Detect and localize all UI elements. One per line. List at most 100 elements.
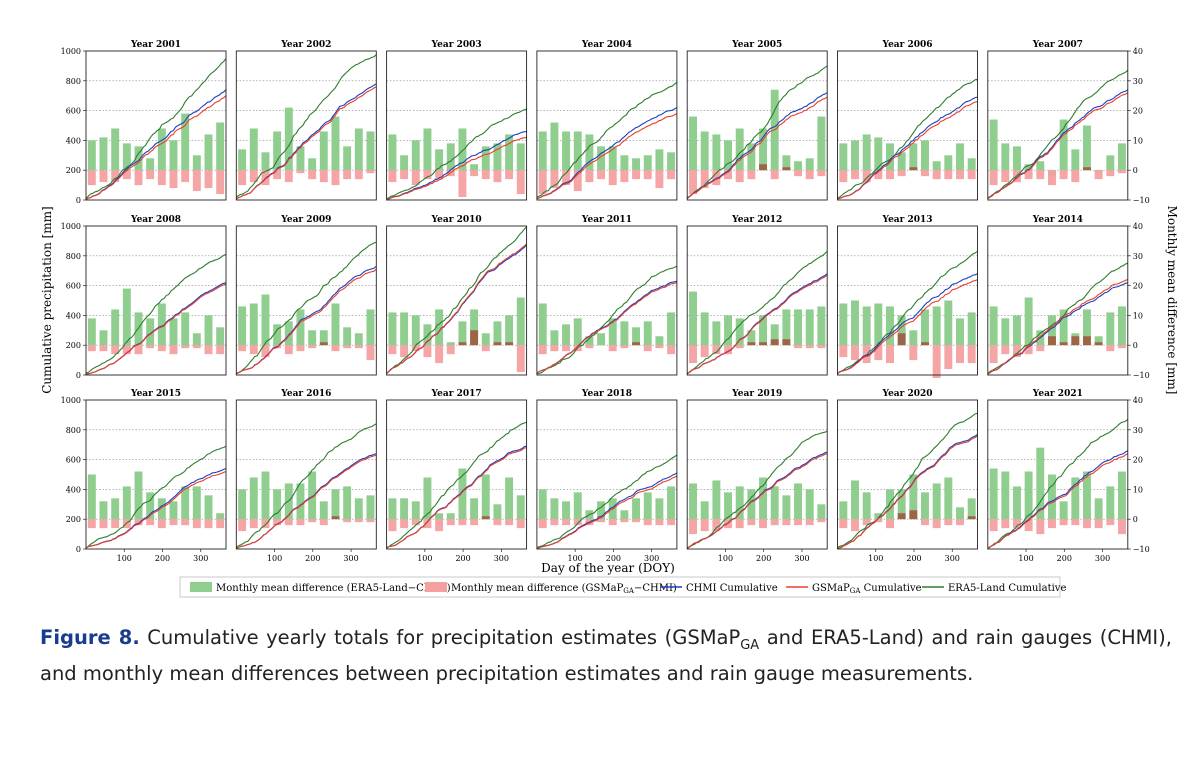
bar-gsmap-diff	[296, 519, 305, 526]
bar-gsmap-diff	[481, 345, 490, 352]
tick-label-right: 0	[1133, 515, 1138, 524]
bar-era5-diff	[296, 309, 305, 346]
bar-era5-diff	[354, 498, 363, 520]
bar-gsmap-diff	[204, 519, 213, 529]
bar-era5-diff	[1048, 315, 1056, 346]
bar-era5-diff	[1059, 119, 1068, 171]
bar-gsmap-diff	[157, 170, 166, 186]
bar-era5-diff	[87, 318, 96, 346]
bar-era5-diff	[204, 315, 213, 346]
bar-era5-diff	[909, 330, 918, 346]
bar-gsmap-diff	[839, 170, 848, 183]
tick-label-right: 0	[1133, 166, 1138, 175]
bar-gsmap-diff	[839, 519, 848, 529]
bar-era5-diff	[1118, 143, 1126, 171]
bar-gsmap-diff	[956, 345, 964, 364]
panel-year-2001: Year 2001 0 200 400 600 800 1000	[61, 40, 227, 205]
bar-gsmap-diff	[249, 170, 258, 183]
bar-era5-diff	[216, 122, 225, 171]
bar-gsmap-diff	[851, 519, 859, 532]
bar-gsmap-diff	[354, 170, 363, 180]
panel-year-2009: Year 2009	[235, 215, 377, 376]
tick-label-bottom: 300	[343, 554, 358, 563]
y-axis-label-right: Monthly mean difference [mm]	[1165, 206, 1179, 395]
bar-era5-diff	[146, 318, 155, 346]
bar-era5-diff	[366, 131, 375, 171]
bar-gsmap-diff	[308, 345, 317, 349]
bar-era5-diff	[400, 155, 409, 171]
bar-gsmap-diff	[794, 519, 802, 526]
panel-title: Year 2015	[130, 389, 181, 399]
tick-label-bottom: 100	[868, 554, 883, 563]
bar-gsmap-diff	[435, 170, 444, 180]
bar-gsmap-diff	[874, 519, 883, 523]
bar-gsmap-diff	[192, 519, 201, 529]
bar-gsmap-diff	[493, 170, 502, 183]
caption-text-2: and ERA5-Land) and rain gauges (CHMI), a…	[40, 626, 1172, 685]
bar-gsmap-diff	[238, 170, 247, 186]
bar-era5-diff	[712, 480, 721, 520]
bar-gsmap-diff	[550, 345, 559, 352]
bar-gsmap-diff	[747, 342, 756, 346]
panel-background	[536, 226, 677, 375]
line-gsmap-cumulative	[85, 283, 227, 375]
bar-era5-diff	[989, 119, 998, 171]
line-era5-cumulative	[235, 54, 377, 198]
bar-gsmap-diff	[458, 519, 467, 526]
caption-text-1: Cumulative yearly totals for precipitati…	[139, 626, 741, 649]
bar-gsmap-diff	[423, 519, 432, 529]
bar-gsmap-diff	[238, 345, 247, 352]
panel-background	[987, 400, 1128, 549]
bar-era5-diff	[608, 146, 617, 171]
bar-era5-diff	[724, 315, 732, 346]
panel-title: Year 2006	[881, 40, 932, 50]
panel-year-2014: Year 2014 −10 0 10 20 30 40	[987, 215, 1150, 380]
panel-frame	[837, 399, 978, 550]
bar-gsmap-diff	[216, 519, 225, 529]
panel-frame	[536, 399, 678, 550]
bar-era5-diff	[134, 471, 143, 520]
bar-gsmap-diff	[446, 345, 455, 355]
bar-era5-diff	[249, 477, 258, 520]
bar-era5-diff	[585, 336, 594, 346]
bar-era5-diff	[643, 492, 652, 520]
bar-era5-diff	[238, 489, 247, 520]
legend-label-era5-diff: Monthly mean difference (ERA5-Land−CHMI)	[216, 583, 451, 594]
bar-era5-diff	[411, 501, 420, 520]
line-era5-cumulative	[536, 454, 678, 549]
bar-era5-diff	[1071, 149, 1080, 171]
bar-era5-diff	[1083, 471, 1091, 520]
bar-era5-diff	[573, 492, 582, 520]
bar-era5-diff	[1118, 471, 1126, 520]
bar-gsmap-diff	[1059, 342, 1068, 346]
bar-gsmap-diff	[1059, 519, 1068, 526]
bar-era5-diff	[87, 474, 96, 520]
bar-gsmap-diff	[689, 345, 697, 364]
bar-era5-diff	[562, 131, 571, 171]
bar-gsmap-diff	[909, 345, 918, 361]
bar-era5-diff	[989, 468, 998, 520]
bar-era5-diff	[261, 152, 270, 171]
y-axis-label-left: Cumulative precipitation [mm]	[40, 206, 54, 394]
bar-era5-diff	[354, 333, 363, 346]
bar-era5-diff	[319, 131, 328, 171]
bar-gsmap-diff	[989, 345, 998, 364]
bar-gsmap-diff	[1036, 345, 1045, 352]
bar-gsmap-diff	[146, 345, 155, 349]
bar-era5-diff	[632, 327, 641, 346]
line-era5-cumulative	[536, 81, 678, 199]
bar-era5-diff	[573, 318, 582, 346]
bar-era5-diff	[1083, 125, 1091, 171]
bar-era5-diff	[343, 146, 352, 171]
bar-era5-diff	[886, 489, 894, 520]
line-era5-cumulative	[386, 421, 527, 549]
bar-era5-diff	[643, 155, 652, 171]
bar-gsmap-diff	[481, 516, 490, 520]
line-gsmap-cumulative	[85, 470, 227, 549]
panel-year-2012: Year 2012	[686, 215, 828, 376]
tick-label-bottom: 200	[305, 554, 320, 563]
tick-label-right: −10	[1133, 371, 1150, 380]
bar-era5-diff	[747, 489, 756, 520]
panel-background	[687, 400, 828, 549]
bar-gsmap-diff	[169, 519, 178, 526]
